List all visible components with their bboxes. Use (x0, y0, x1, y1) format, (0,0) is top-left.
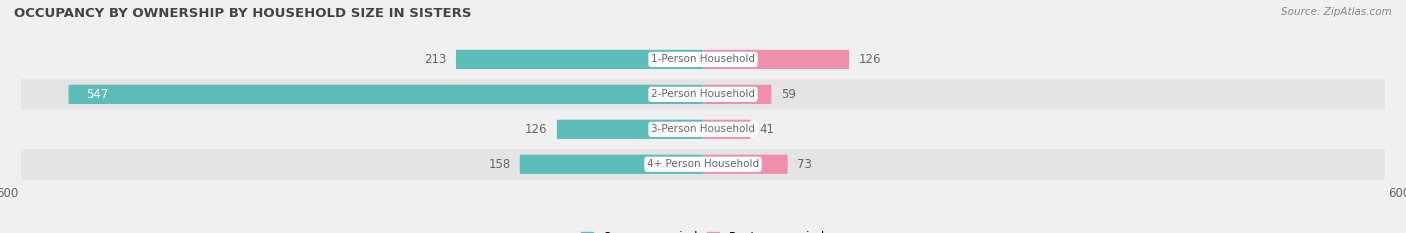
FancyBboxPatch shape (21, 79, 1385, 110)
Text: 2-Person Household: 2-Person Household (651, 89, 755, 99)
Text: 3-Person Household: 3-Person Household (651, 124, 755, 134)
Text: 4+ Person Household: 4+ Person Household (647, 159, 759, 169)
FancyBboxPatch shape (21, 149, 1385, 180)
FancyBboxPatch shape (21, 114, 1385, 145)
FancyBboxPatch shape (703, 85, 772, 104)
Text: 1-Person Household: 1-Person Household (651, 55, 755, 64)
Text: 547: 547 (86, 88, 108, 101)
Text: Source: ZipAtlas.com: Source: ZipAtlas.com (1281, 7, 1392, 17)
Text: OCCUPANCY BY OWNERSHIP BY HOUSEHOLD SIZE IN SISTERS: OCCUPANCY BY OWNERSHIP BY HOUSEHOLD SIZE… (14, 7, 471, 20)
FancyBboxPatch shape (456, 50, 703, 69)
FancyBboxPatch shape (703, 120, 751, 139)
Text: 73: 73 (797, 158, 811, 171)
FancyBboxPatch shape (69, 85, 703, 104)
FancyBboxPatch shape (520, 155, 703, 174)
FancyBboxPatch shape (557, 120, 703, 139)
Legend: Owner-occupied, Renter-occupied: Owner-occupied, Renter-occupied (576, 226, 830, 233)
Text: 158: 158 (488, 158, 510, 171)
FancyBboxPatch shape (21, 44, 1385, 75)
Text: 126: 126 (859, 53, 882, 66)
Text: 59: 59 (780, 88, 796, 101)
Text: 126: 126 (524, 123, 547, 136)
FancyBboxPatch shape (703, 50, 849, 69)
Text: 41: 41 (759, 123, 775, 136)
Text: 213: 213 (425, 53, 447, 66)
FancyBboxPatch shape (703, 155, 787, 174)
